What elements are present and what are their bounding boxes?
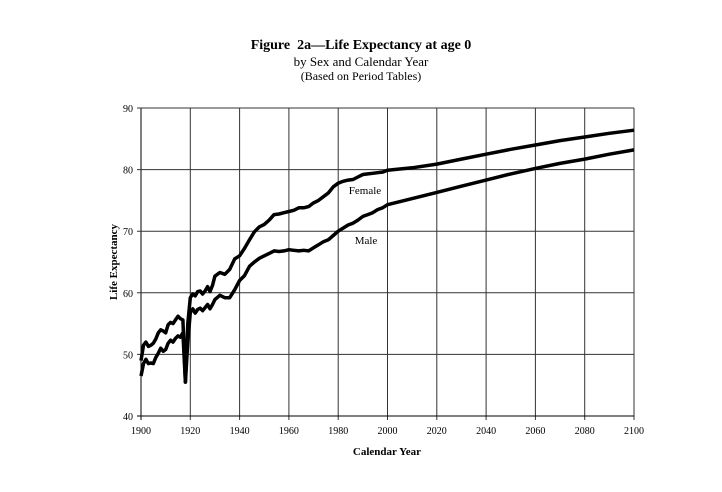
x-axis-label: Calendar Year: [353, 446, 421, 458]
y-tick-label: 50: [123, 350, 133, 361]
male-series-line: [139, 148, 635, 384]
x-tick-label: 2020: [427, 426, 447, 437]
chart-title: Figure 2a—Life Expectancy at age 0: [250, 38, 472, 53]
chart-subtitle: by Sex and Calendar Year: [293, 54, 429, 69]
female-label: Female: [349, 185, 381, 197]
x-tick-label: 1980: [328, 426, 348, 437]
x-tick-label: 1940: [230, 426, 250, 437]
y-axis-label: Life Expectancy: [108, 223, 120, 300]
x-tick-label: 2100: [624, 426, 644, 437]
x-tick-label: 1900: [131, 426, 151, 437]
chart-title-block: Figure 2a—Life Expectancy at age 0 by Se…: [0, 38, 722, 83]
series-lines: [139, 128, 635, 384]
tick-labels: 1900 1920 1940 1960 1980 2000 2020 2040 2060 2080…: [123, 104, 644, 437]
female-series-line: [139, 128, 635, 384]
chart-subtitle-2: (Based on Period Tables): [300, 69, 422, 83]
male-label: Male: [355, 235, 378, 247]
y-tick-label: 40: [123, 412, 133, 423]
x-tick-label: 2000: [378, 426, 398, 437]
y-tick-label: 90: [123, 104, 133, 115]
x-tick-label: 2040: [476, 426, 496, 437]
grid: [137, 107, 635, 420]
y-tick-label: 70: [123, 227, 133, 238]
x-tick-label: 1920: [180, 426, 200, 437]
x-tick-label: 1960: [279, 426, 299, 437]
x-tick-label: 2080: [575, 426, 595, 437]
x-tick-label: 2060: [525, 426, 545, 437]
y-tick-label: 80: [123, 166, 133, 177]
y-tick-label: 60: [123, 289, 133, 300]
